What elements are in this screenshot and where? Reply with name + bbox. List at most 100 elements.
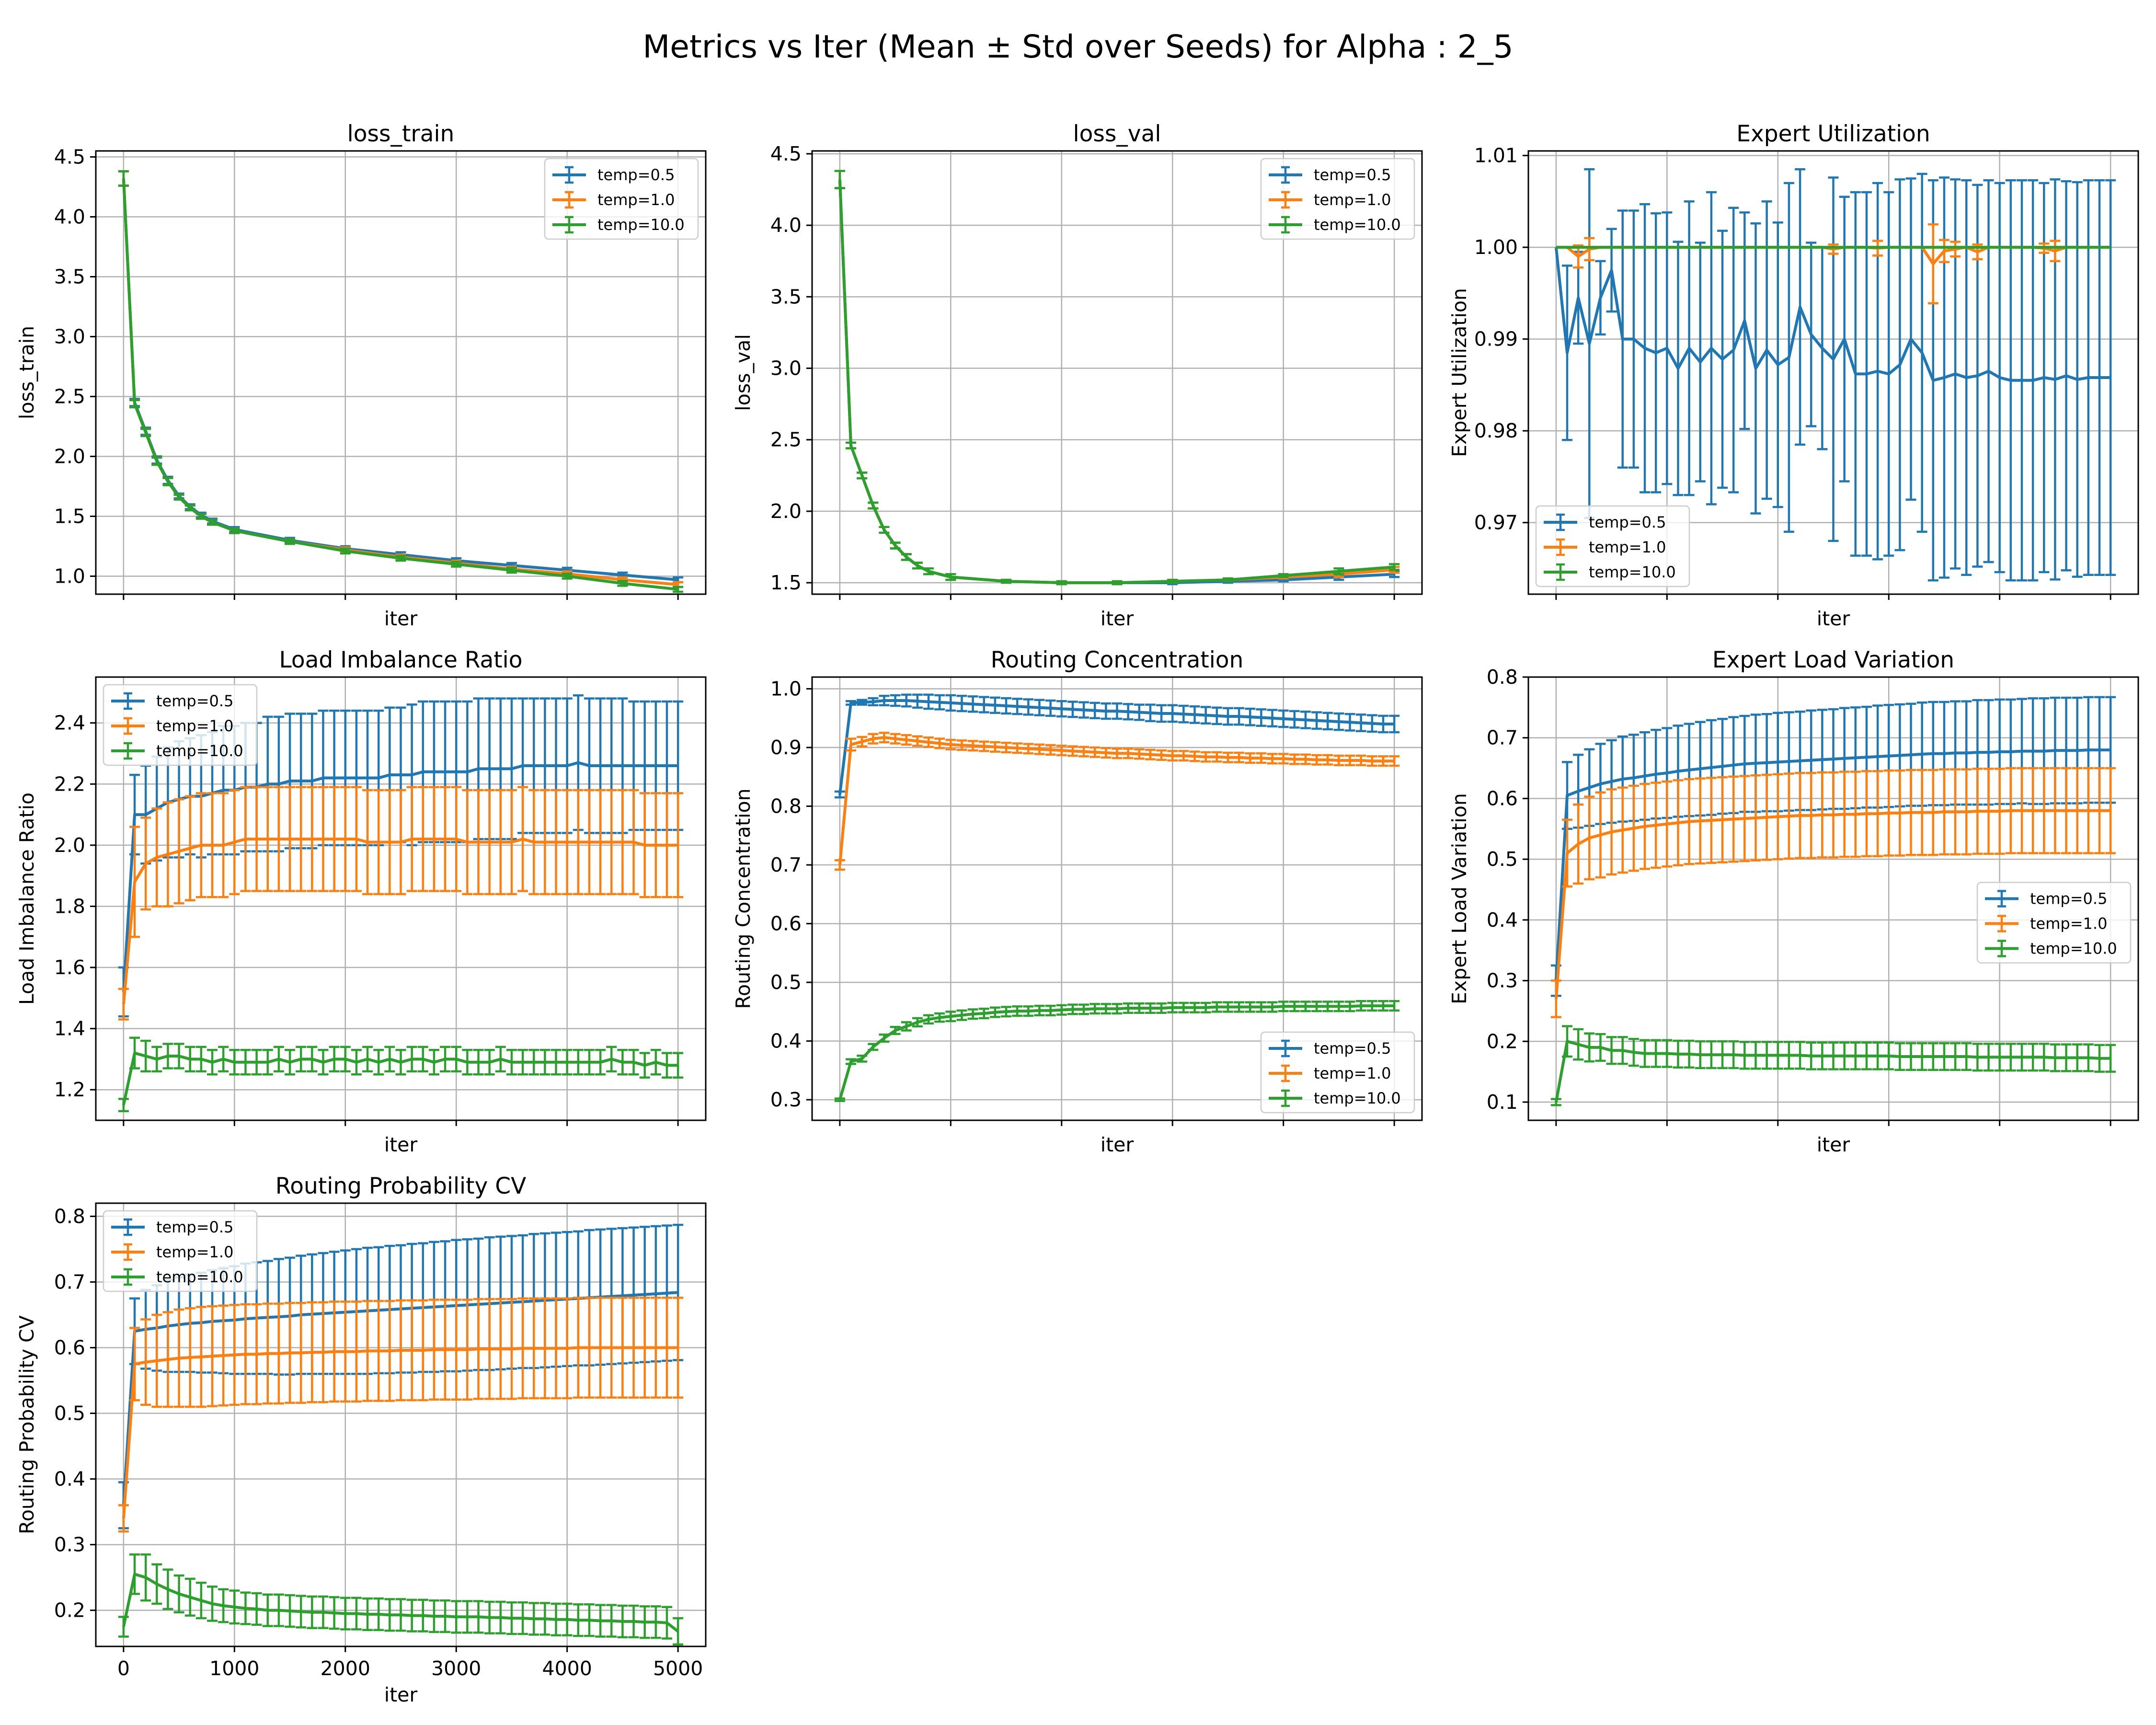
ytick-label: 0.98 xyxy=(1474,419,1518,442)
legend-label: temp=10.0 xyxy=(156,742,243,760)
panel-load-imbalance-ratio-legend: temp=0.5 temp=1.0 temp=10.0 xyxy=(103,684,258,766)
series-line xyxy=(122,178,678,591)
legend-box xyxy=(1976,882,2132,964)
series-temp-10-0 xyxy=(118,1553,684,1646)
panel-loss-val-legend: temp=0.5 temp=1.0 temp=10.0 xyxy=(1260,158,1415,240)
ytick-label: 1.8 xyxy=(54,895,85,918)
panel-expert-utilization: 0.97 0.98 0.99 1.00 1.01 Expert Utilization it… xyxy=(1448,121,2139,630)
panel-loss-val-title: loss_val xyxy=(1073,121,1161,147)
ytick-label: 0.4 xyxy=(770,1030,802,1053)
ytick-label: 2.0 xyxy=(54,834,85,857)
panel-loss-train-ticks: 1.0 1.5 2.0 2.5 3.0 3.5 4.0 4.5 xyxy=(54,146,679,600)
error-bar xyxy=(2105,1044,2116,1073)
ytick-label: 0.4 xyxy=(54,1468,85,1491)
panel-expert-load-variation-ticks: 0.1 0.2 0.3 0.4 0.5 0.6 0.7 0.8 xyxy=(1487,666,2111,1126)
panel-loss-train-ylabel: loss_train xyxy=(15,326,38,419)
panel-routing-concentration-ticks: 0.3 0.4 0.5 0.6 0.7 0.8 0.9 1.0 xyxy=(770,678,1395,1126)
ytick-label: 2.5 xyxy=(54,385,85,408)
legend-box xyxy=(1535,505,1690,587)
ytick-label: 1.5 xyxy=(770,571,802,594)
panel-load-imbalance-ratio: 1.2 1.4 1.6 1.8 2.0 2.2 2.4 Load Imbalance Rati… xyxy=(15,647,707,1156)
ytick-label: 0.2 xyxy=(54,1599,85,1622)
legend-label: temp=1.0 xyxy=(597,191,675,209)
legend-label: temp=0.5 xyxy=(1314,166,1391,184)
legend-item-temp-1-0: temp=1.0 xyxy=(111,1243,233,1261)
ytick-label: 0.6 xyxy=(54,1336,85,1359)
error-bar xyxy=(2105,179,2116,576)
legend-item-temp-10-0: temp=10.0 xyxy=(111,1268,243,1286)
ytick-label: 1.01 xyxy=(1474,144,1518,167)
ytick-label: 0.4 xyxy=(1487,908,1518,932)
legend-item-temp-10-0: temp=10.0 xyxy=(1544,563,1676,581)
ytick-label: 0.99 xyxy=(1474,328,1518,351)
panel-routing-probability-cv-plot-area xyxy=(118,1223,684,1646)
legend-box xyxy=(103,684,258,766)
series-line xyxy=(122,1051,678,1105)
ytick-label: 0.1 xyxy=(1487,1091,1518,1114)
series-line xyxy=(122,1346,678,1519)
series-temp-10-0 xyxy=(834,1000,1400,1102)
ytick-label: 0.6 xyxy=(770,912,802,935)
ytick-label: 1.0 xyxy=(54,565,85,588)
panel-routing-concentration-xlabel: iter xyxy=(1101,1133,1134,1156)
ytick-label: 0.6 xyxy=(1487,787,1518,810)
panel-loss-val-plot-area xyxy=(834,170,1400,586)
legend-item-temp-0-5: temp=0.5 xyxy=(1985,890,2107,908)
xtick-label: 5000 xyxy=(653,1657,703,1680)
ytick-label: 2.5 xyxy=(770,428,802,451)
series-line xyxy=(838,736,1395,865)
ytick-label: 0.2 xyxy=(1487,1030,1518,1053)
panel-routing-concentration-legend: temp=0.5 temp=1.0 temp=10.0 xyxy=(1260,1031,1415,1114)
panel-load-imbalance-ratio-frame xyxy=(95,676,707,1121)
panel-loss-train-title: loss_train xyxy=(347,121,455,147)
panel-expert-load-variation: 0.1 0.2 0.3 0.4 0.5 0.6 0.7 0.8 Expert Load Vari… xyxy=(1448,647,2139,1156)
xtick-label: 1000 xyxy=(209,1657,259,1680)
ytick-label: 0.3 xyxy=(54,1533,85,1556)
ytick-label: 4.5 xyxy=(54,146,85,169)
ytick-label: 2.4 xyxy=(54,712,85,735)
panel-load-imbalance-ratio-ticks: 1.2 1.4 1.6 1.8 2.0 2.2 2.4 xyxy=(54,712,679,1126)
legend-label: temp=1.0 xyxy=(2030,915,2107,933)
xtick-label: 2000 xyxy=(321,1657,370,1680)
panel-expert-load-variation-title: Expert Load Variation xyxy=(1712,647,1954,673)
legend-item-temp-0-5: temp=0.5 xyxy=(1269,1039,1391,1058)
legend-label: temp=10.0 xyxy=(1314,1089,1401,1107)
legend-item-temp-10-0: temp=10.0 xyxy=(552,216,685,234)
panel-routing-probability-cv-legend: temp=0.5 temp=1.0 temp=10.0 xyxy=(103,1210,258,1292)
legend-label: temp=10.0 xyxy=(2030,940,2117,958)
series-temp-10-0 xyxy=(118,170,684,593)
legend-label: temp=0.5 xyxy=(2030,890,2107,908)
legend-label: temp=1.0 xyxy=(156,1243,233,1261)
panel-expert-load-variation-plot-area xyxy=(1550,696,2116,1106)
panel-load-imbalance-ratio-title: Load Imbalance Ratio xyxy=(279,647,523,673)
ytick-label: 4.0 xyxy=(54,206,85,229)
ytick-label: 0.5 xyxy=(54,1402,85,1425)
panel-expert-utilization-frame xyxy=(1527,150,2139,595)
panel-routing-concentration-frame xyxy=(811,676,1423,1121)
panel-routing-probability-cv-ticks: 0.2 0.3 0.4 0.5 0.6 0.7 0.8 0 1000 2000 3000 4000 50… xyxy=(54,1205,703,1680)
ytick-label: 3.5 xyxy=(54,265,85,288)
series-line xyxy=(838,179,1395,585)
ytick-label: 3.5 xyxy=(770,285,802,308)
legend-item-temp-0-5: temp=0.5 xyxy=(552,166,675,184)
legend-box xyxy=(1260,158,1415,240)
legend-item-temp-10-0: temp=10.0 xyxy=(1269,1089,1401,1107)
panel-expert-utilization-title: Expert Utilization xyxy=(1736,121,1930,147)
panel-expert-load-variation-xlabel: iter xyxy=(1817,1133,1850,1156)
ytick-label: 0.97 xyxy=(1474,511,1518,534)
panel-expert-utilization-ticks: 0.97 0.98 0.99 1.00 1.01 xyxy=(1474,144,2111,600)
ytick-label: 2.0 xyxy=(770,500,802,523)
legend-item-temp-1-0: temp=1.0 xyxy=(111,717,233,735)
ytick-label: 0.7 xyxy=(54,1270,85,1293)
series-temp-1-0 xyxy=(118,1297,684,1533)
legend-item-temp-1-0: temp=1.0 xyxy=(1985,915,2107,933)
series-line xyxy=(1554,1040,2111,1103)
ytick-label: 3.0 xyxy=(54,325,85,348)
legend-label: temp=1.0 xyxy=(156,717,233,735)
ytick-label: 0.8 xyxy=(54,1205,85,1228)
panel-routing-probability-cv-ylabel: Routing Probability CV xyxy=(15,1315,38,1534)
error-bar xyxy=(1389,563,1400,571)
error-bar xyxy=(673,1297,684,1399)
legend-item-temp-0-5: temp=0.5 xyxy=(1269,166,1391,184)
